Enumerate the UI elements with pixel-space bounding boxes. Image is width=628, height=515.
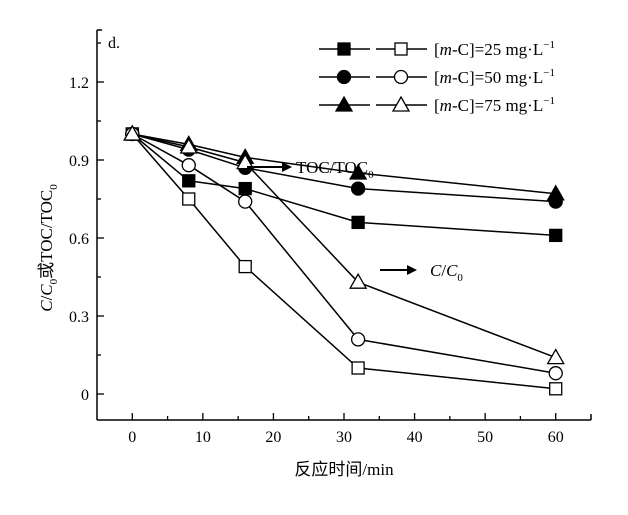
legend-label: [m-C]=50 mg·L−1 bbox=[434, 67, 555, 87]
series-25-toc-point bbox=[549, 228, 563, 243]
panel-label: d. bbox=[108, 35, 120, 52]
y-tick-label: 0 bbox=[81, 387, 89, 404]
series-50-c-point bbox=[350, 332, 366, 347]
series-50-toc-point bbox=[350, 181, 366, 196]
series-75-c-point bbox=[179, 137, 198, 154]
legend-marker-open-triangle bbox=[391, 95, 411, 112]
y-tick-label: 0.3 bbox=[69, 309, 89, 326]
series-25-c-point bbox=[182, 192, 196, 206]
x-tick-label: 20 bbox=[265, 429, 281, 446]
y-tick-label: 1.2 bbox=[69, 75, 89, 92]
arrow-c-head bbox=[407, 265, 417, 275]
annotation-toc: TOC/TOC0 bbox=[247, 158, 374, 181]
series-75-c-point bbox=[348, 272, 368, 289]
series-75-c-point bbox=[123, 124, 142, 141]
series-markers bbox=[123, 124, 565, 396]
series-25-c-point bbox=[238, 259, 252, 274]
axes: 0 10 20 30 40 50 60 0 0.3 0.6 0.9 1.2 bbox=[69, 29, 592, 446]
series-25-toc-point bbox=[351, 215, 365, 230]
legend-marker-filled-circle bbox=[336, 69, 352, 85]
annotation-c: C/C0 bbox=[380, 261, 463, 284]
x-axis-label: 反应时间/min bbox=[294, 460, 394, 479]
legend-label: [m-C]=75 mg·L−1 bbox=[434, 95, 555, 115]
series-75-toc-point bbox=[348, 163, 368, 180]
series-25-toc-point bbox=[238, 181, 252, 196]
x-tick-label: 50 bbox=[477, 429, 493, 446]
y-tick-label: 0.9 bbox=[69, 153, 89, 170]
x-tick-label: 0 bbox=[128, 429, 136, 446]
series-75-toc-point bbox=[546, 184, 565, 201]
series-50-c-point bbox=[238, 194, 253, 209]
legend-marker-filled-square bbox=[337, 42, 351, 56]
series-75-c-point bbox=[236, 153, 255, 170]
series-50-c-point bbox=[548, 366, 563, 381]
x-tick-label: 30 bbox=[336, 429, 352, 446]
legend-marker-open-square bbox=[394, 42, 408, 56]
annotation-toc-text: TOC/TOC0 bbox=[296, 158, 374, 181]
annotation-c-text: C/C0 bbox=[430, 261, 463, 284]
series-75-c-point bbox=[546, 348, 565, 365]
legend-marker-filled-triangle bbox=[334, 95, 354, 112]
arrow-toc-head bbox=[282, 162, 292, 172]
legend-marker-open-circle bbox=[393, 69, 409, 85]
legend-label: [m-C]=25 mg·L−1 bbox=[434, 39, 555, 59]
series-25-c-point bbox=[549, 382, 563, 396]
series-25-toc-point bbox=[182, 174, 196, 188]
y-axis-label: C/C0或TOC/TOC0 bbox=[37, 184, 60, 312]
legend: [m-C]=25 mg·L−1 [m-C]=50 mg·L−1 [m-C]=75 m… bbox=[319, 39, 555, 115]
series-50-c-point bbox=[181, 158, 196, 173]
y-tick-label: 0.6 bbox=[69, 231, 89, 248]
x-tick-label: 60 bbox=[548, 429, 564, 446]
x-tick-label: 40 bbox=[407, 429, 423, 446]
x-tick-label: 10 bbox=[195, 429, 211, 446]
series-25-c-point bbox=[351, 361, 365, 375]
